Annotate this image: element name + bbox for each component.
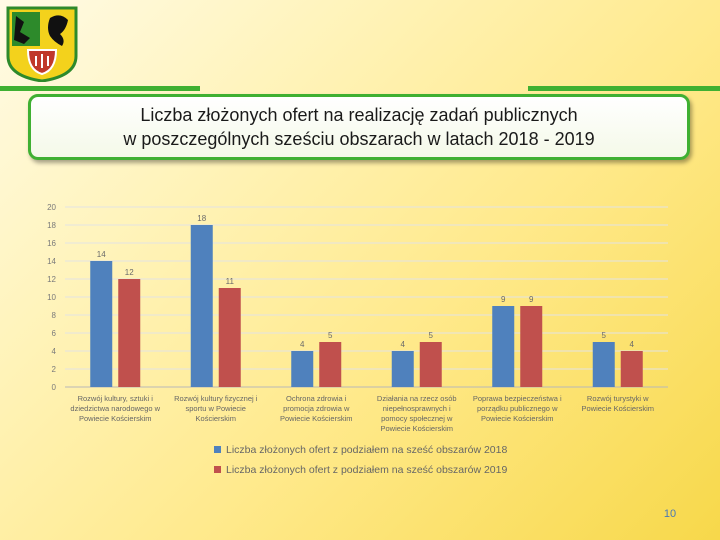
coat-of-arms-logo [6, 6, 78, 82]
x-tick-label: Powiecie Kościerskim [481, 414, 554, 423]
bar-value-label: 12 [125, 268, 134, 277]
slide-title-box: Liczba złożonych ofert na realizację zad… [28, 94, 690, 160]
y-tick-label: 18 [47, 221, 56, 230]
x-tick-label: Poprawa bezpieczeństwa i [473, 394, 562, 403]
bar-value-label: 5 [328, 331, 333, 340]
bar-value-label: 18 [197, 214, 206, 223]
bar-2019 [118, 279, 141, 387]
bar-chart: 0 2 4 6 8 10 12 14 16 18 20 14 12 Rozwój kultury, szt… [47, 203, 668, 476]
bar-2019 [620, 351, 643, 387]
bar-2018 [190, 225, 213, 387]
x-tick-label: niepełnosprawnych i [383, 404, 451, 413]
y-tick-label: 14 [47, 257, 56, 266]
x-tick-label: Powiecie Kościerskim [79, 414, 152, 423]
x-tick-label: sportu w Powiecie [186, 404, 246, 413]
bar-2019 [520, 306, 543, 387]
y-tick-label: 16 [47, 239, 56, 248]
legend-entry: Liczba złożonych ofert z podziałem na sz… [226, 464, 507, 476]
page-number: 10 [663, 508, 677, 520]
y-tick-label: 2 [52, 365, 57, 374]
y-tick-label: 10 [47, 293, 56, 302]
y-tick-label: 20 [47, 203, 56, 212]
x-tick-label: porządku publicznego w [477, 404, 558, 413]
bar-value-label: 5 [429, 331, 434, 340]
bar-value-label: 9 [529, 295, 534, 304]
bar-2018 [391, 351, 414, 387]
x-tick-label: Rozwój turystyki w [587, 394, 649, 403]
header-rule-right [528, 86, 720, 91]
bar-value-label: 5 [602, 331, 607, 340]
x-tick-label: Działania na rzecz osób [377, 394, 457, 403]
bar-value-label: 4 [630, 340, 635, 349]
y-tick-label: 0 [52, 383, 57, 392]
bar-2019 [319, 342, 342, 387]
bar-2019 [419, 342, 442, 387]
slide-title-line-1: Liczba złożonych ofert na realizację zad… [140, 105, 578, 125]
y-tick-label: 8 [52, 311, 57, 320]
x-tick-label: dziedzictwa narodowego w [70, 404, 160, 413]
x-tick-label: pomocy społecznej w [381, 414, 453, 423]
bar-2018 [592, 342, 615, 387]
legend-swatch [214, 466, 221, 473]
y-tick-label: 6 [52, 329, 57, 338]
bar-value-label: 9 [501, 295, 506, 304]
x-tick-label: Rozwój kultury, sztuki i [78, 394, 154, 403]
x-tick-label: Powiecie Kościerskim [581, 404, 654, 413]
bar-value-label: 4 [401, 340, 406, 349]
bar-2018 [492, 306, 515, 387]
legend-entry: Liczba złożonych ofert z podziałem na sz… [226, 444, 507, 456]
x-tick-label: Powiecie Kościerskim [280, 414, 353, 423]
bar-2018 [90, 261, 113, 387]
bar-2018 [291, 351, 314, 387]
bar-2019 [218, 288, 241, 387]
x-tick-label: Ochrona zdrowia i [286, 394, 347, 403]
header-rule-left [0, 86, 200, 91]
bar-value-label: 11 [226, 277, 235, 286]
y-tick-label: 4 [52, 347, 57, 356]
slide-title-line-2: w poszczególnych sześciu obszarach w lat… [123, 129, 595, 149]
legend-swatch [214, 446, 221, 453]
x-tick-label: Powiecie Kościerskim [380, 424, 453, 433]
x-tick-label: Rozwój kultury fizycznej i [174, 394, 258, 403]
y-tick-label: 12 [47, 275, 56, 284]
bar-value-label: 4 [300, 340, 305, 349]
x-tick-label: promocja zdrowia w [283, 404, 350, 413]
x-tick-label: Kościerskim [196, 414, 236, 423]
bar-value-label: 14 [97, 250, 106, 259]
